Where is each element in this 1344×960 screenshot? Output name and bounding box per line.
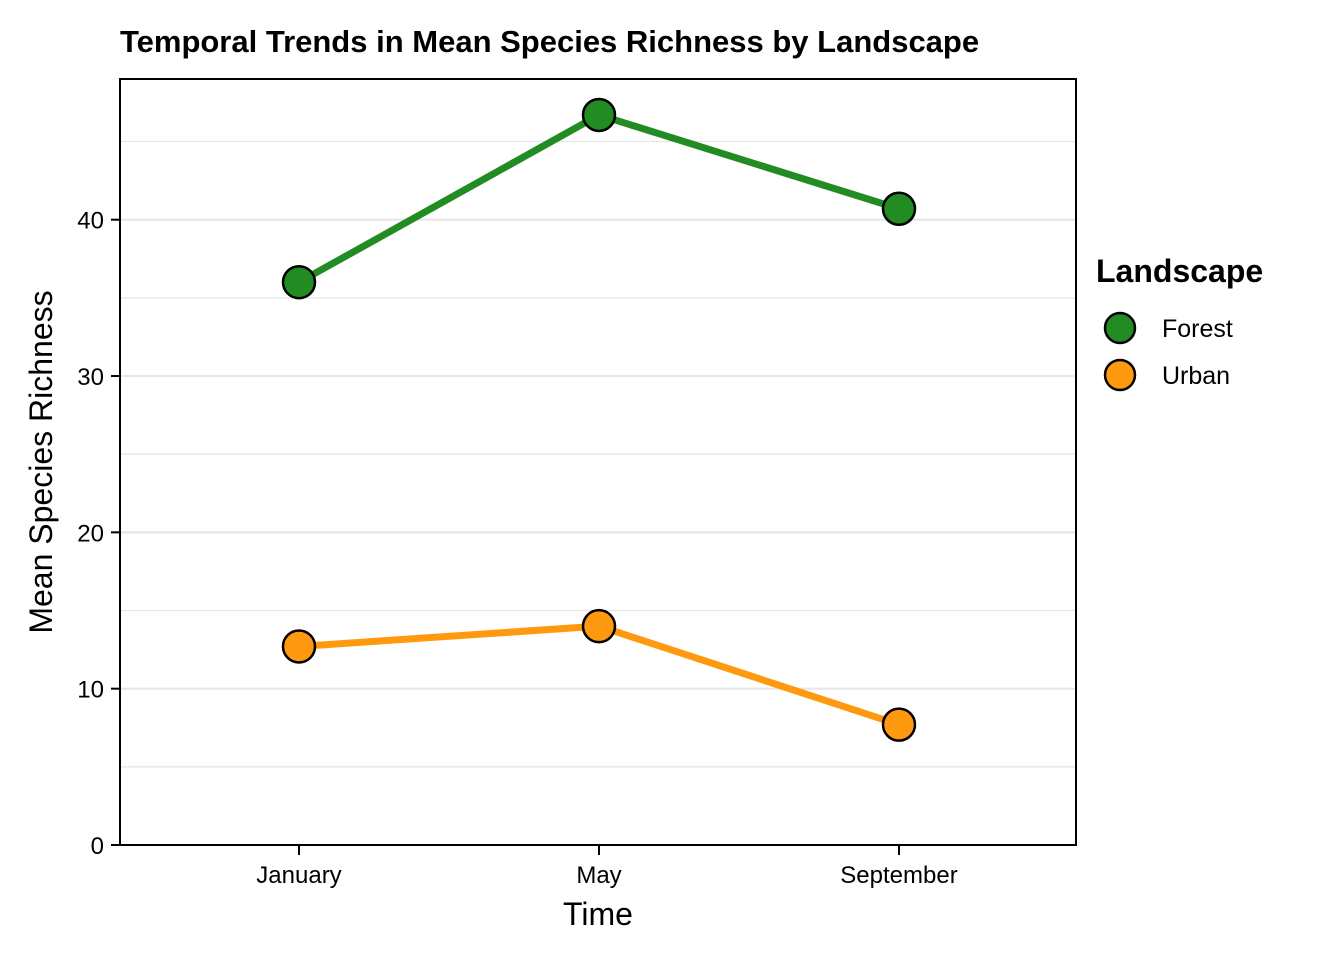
data-points [281, 97, 917, 742]
chart-title: Temporal Trends in Mean Species Richness… [120, 24, 979, 59]
y-tick-label: 10 [77, 677, 104, 704]
x-tick-label: May [576, 862, 621, 889]
y-tick-label: 40 [77, 208, 104, 235]
data-point-urban [881, 707, 917, 742]
data-point-forest [581, 97, 617, 133]
data-point-urban [581, 608, 617, 644]
x-tick-label: January [256, 862, 341, 889]
y-tick-label: 20 [77, 520, 104, 547]
x-axis: January May September [256, 845, 958, 889]
legend-label-urban: Urban [1162, 362, 1230, 390]
data-point-forest [281, 264, 317, 300]
y-axis-title: Mean Species Richness [23, 290, 59, 633]
legend-title: Landscape [1096, 253, 1263, 289]
legend-key-forest [1103, 311, 1137, 345]
y-tick-label: 0 [91, 833, 104, 860]
y-axis: 0 10 20 30 40 [77, 208, 120, 860]
x-tick-label: September [840, 862, 957, 889]
data-point-forest [881, 191, 917, 227]
data-point-urban [281, 629, 317, 664]
legend: Landscape Forest Urban [1096, 253, 1263, 392]
series-line-forest [295, 111, 903, 286]
legend-label-forest: Forest [1162, 315, 1233, 343]
x-axis-title: Time [563, 896, 633, 932]
grid-lines [120, 140, 1076, 768]
y-tick-label: 30 [77, 364, 104, 391]
plot-frame [119, 78, 1077, 846]
legend-key-urban [1103, 358, 1137, 392]
